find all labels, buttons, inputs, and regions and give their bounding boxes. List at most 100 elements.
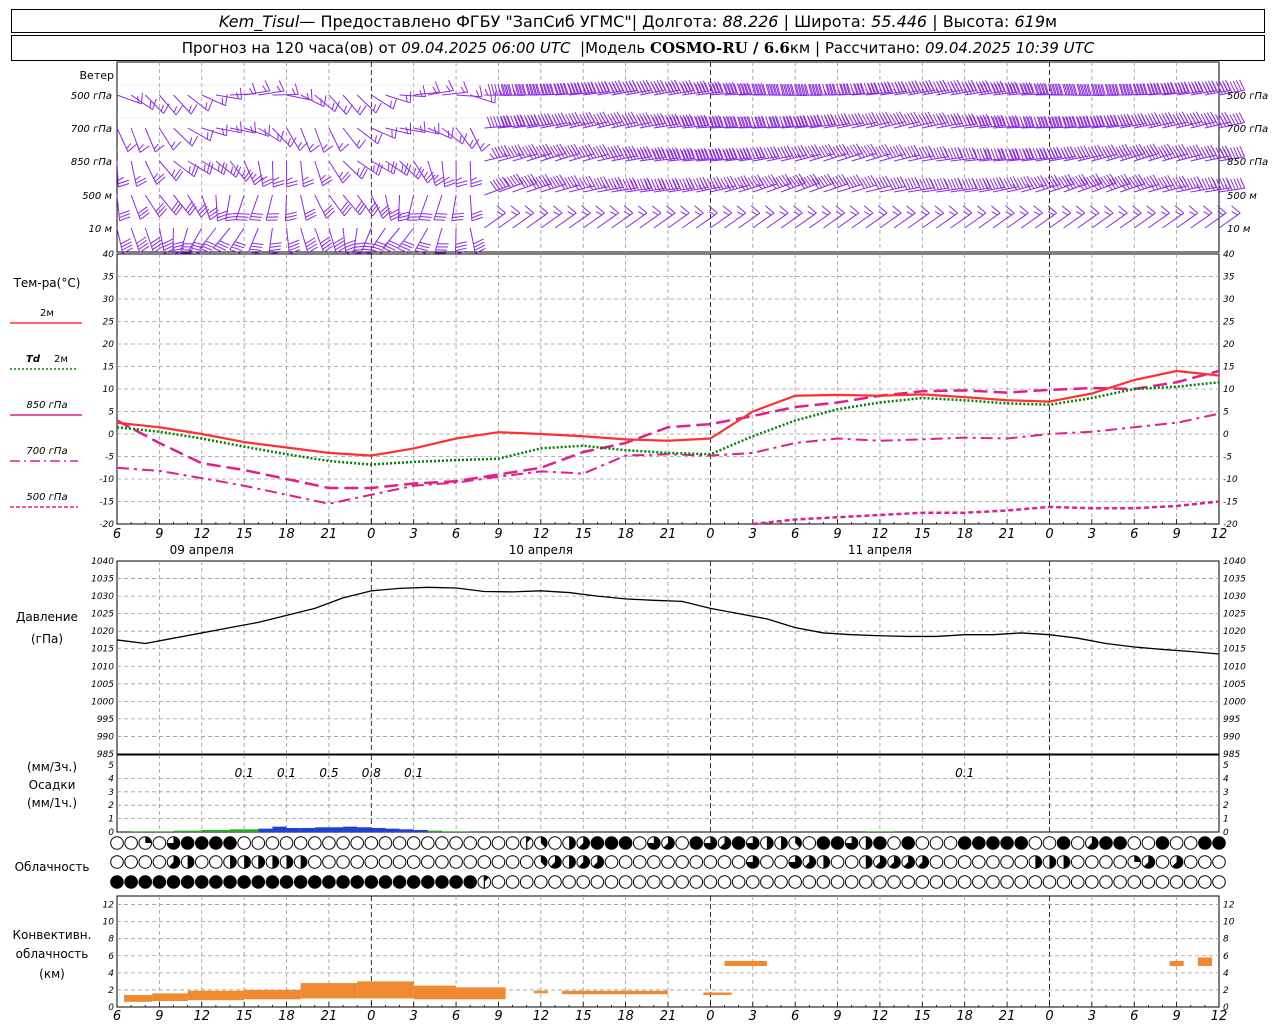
wind-barb-flag xyxy=(564,146,572,157)
legend-500-label: 500 гПа xyxy=(26,492,67,503)
wind-barb-flag xyxy=(562,114,569,126)
cloud-upper-symbol xyxy=(943,836,958,850)
wind-barb-flag xyxy=(918,147,925,159)
wind-barb-flag xyxy=(205,102,208,110)
wind-barb-flag xyxy=(503,177,512,188)
wind-barb-flag xyxy=(572,148,580,159)
wind-barb-flag xyxy=(992,178,999,189)
wind-barb-shaft xyxy=(201,127,227,137)
cloud-middle-symbol xyxy=(802,855,817,869)
cloud-circle-fill xyxy=(1000,836,1014,850)
wind-barb-shaft xyxy=(1218,212,1241,229)
cloud-circle-outline xyxy=(844,855,859,869)
cloud-circle-fill xyxy=(251,875,265,889)
wind-barb-flag xyxy=(860,146,868,157)
wind-barb-flag xyxy=(872,114,880,126)
cloud-circle-fill xyxy=(181,875,194,889)
wind-barb-flag xyxy=(456,180,468,185)
wind-barb-flag xyxy=(1233,178,1239,190)
wind-barb xyxy=(1190,205,1213,229)
wind-barb-flag xyxy=(397,248,409,254)
wind-barb-flag xyxy=(1197,147,1205,159)
cloud-circle-outline xyxy=(618,875,633,889)
precip-bar xyxy=(272,826,287,832)
wind-barb-shaft xyxy=(272,93,299,96)
precip-ytick: 0 xyxy=(108,828,114,838)
wind-barb-flag xyxy=(700,179,707,191)
wind-barb-flag xyxy=(983,82,990,94)
wind-barb-flag xyxy=(817,176,826,187)
wind-barb-flag xyxy=(742,147,748,159)
wind-barb-flag xyxy=(583,82,590,94)
wind-barb-flag xyxy=(1126,147,1134,158)
cloud-middle-symbol xyxy=(322,855,336,869)
wind-barb-flag xyxy=(652,116,658,128)
wind-barb-flag xyxy=(1007,82,1013,93)
wind-level-label: 500 гПа xyxy=(71,91,112,102)
cloud-middle-symbol xyxy=(745,855,760,869)
temp-ytick-right: 20 xyxy=(1223,340,1235,350)
wind-barb-flag xyxy=(1104,84,1109,96)
pressure-ytick-right: 995 xyxy=(1223,715,1240,725)
conv-ytick: 6 xyxy=(108,952,114,962)
cloud-circle-outline xyxy=(1070,855,1085,869)
cloud-circle-outline xyxy=(717,875,732,889)
wind-barb-shaft xyxy=(1133,212,1156,229)
wind-barb-flag xyxy=(763,147,770,159)
wind-barb-shaft xyxy=(342,227,347,254)
wind-barb-shaft xyxy=(625,212,648,229)
wind-barb-flag xyxy=(579,113,586,125)
wind-barb-flag xyxy=(757,183,763,190)
wind-barb-flag xyxy=(704,148,710,161)
wind-barb-flag xyxy=(601,115,608,126)
wind-barb xyxy=(554,205,577,229)
wind-barb-flag xyxy=(754,116,759,128)
wind-barb-flag xyxy=(671,113,677,125)
conv-panel-unit: (км) xyxy=(39,967,65,981)
wind-barb-flag xyxy=(638,211,645,216)
cloud-circle-fill xyxy=(272,855,279,869)
wind-barb-flag xyxy=(1051,83,1056,95)
wind-barb-flag xyxy=(678,81,685,93)
wind-barb-flag xyxy=(556,83,561,95)
wind-barb-flag xyxy=(357,106,361,113)
wind-barb-flag xyxy=(976,115,982,127)
series-pressure-line xyxy=(116,586,1220,655)
wind-barb-flag xyxy=(685,80,691,92)
wind-barb xyxy=(766,205,789,229)
wind-barb-flag xyxy=(291,88,296,95)
wind-barb-flag xyxy=(285,211,297,216)
cloud-lower-symbol xyxy=(816,875,831,889)
wind-barb-flag xyxy=(880,116,887,127)
wind-barb xyxy=(950,113,977,129)
wind-barb-flag xyxy=(884,153,890,159)
cloud-lower-symbol xyxy=(844,875,859,889)
wind-barb-flag xyxy=(138,209,149,217)
cloud-circle-fill xyxy=(300,855,307,869)
convective-bar xyxy=(724,960,767,967)
conv-panel-title-1: Конвективн. xyxy=(13,928,92,942)
wind-barb-flag xyxy=(711,81,717,93)
wind-barb-flag xyxy=(639,147,646,158)
wind-barb-flag xyxy=(901,82,908,94)
wind-barb-flag xyxy=(1204,177,1211,189)
wind-barb-flag xyxy=(704,82,710,94)
wind-barb-flag xyxy=(1169,114,1176,126)
wind-barb-flag xyxy=(1030,83,1035,95)
wind-level-label-right: 500 гПа xyxy=(1227,91,1268,102)
wind-barb-flag xyxy=(859,82,864,94)
wind-barb xyxy=(235,194,250,221)
wind-barb xyxy=(865,143,892,162)
wind-barb-shaft xyxy=(451,194,457,221)
wind-barb xyxy=(977,80,1006,96)
wind-barb-flag xyxy=(804,146,812,158)
wind-barb-flag xyxy=(616,179,622,191)
wind-barb-shaft xyxy=(243,127,269,137)
wind-barb-flag xyxy=(1125,83,1130,96)
wind-barb-flag xyxy=(690,115,696,127)
wind-barb-flag xyxy=(890,178,897,189)
wind-barb-shaft xyxy=(201,94,226,107)
temp-ytick-right: 15 xyxy=(1223,363,1235,373)
legend-t2m-label: 2м xyxy=(40,308,54,319)
cloud-lower-symbol xyxy=(265,875,280,889)
